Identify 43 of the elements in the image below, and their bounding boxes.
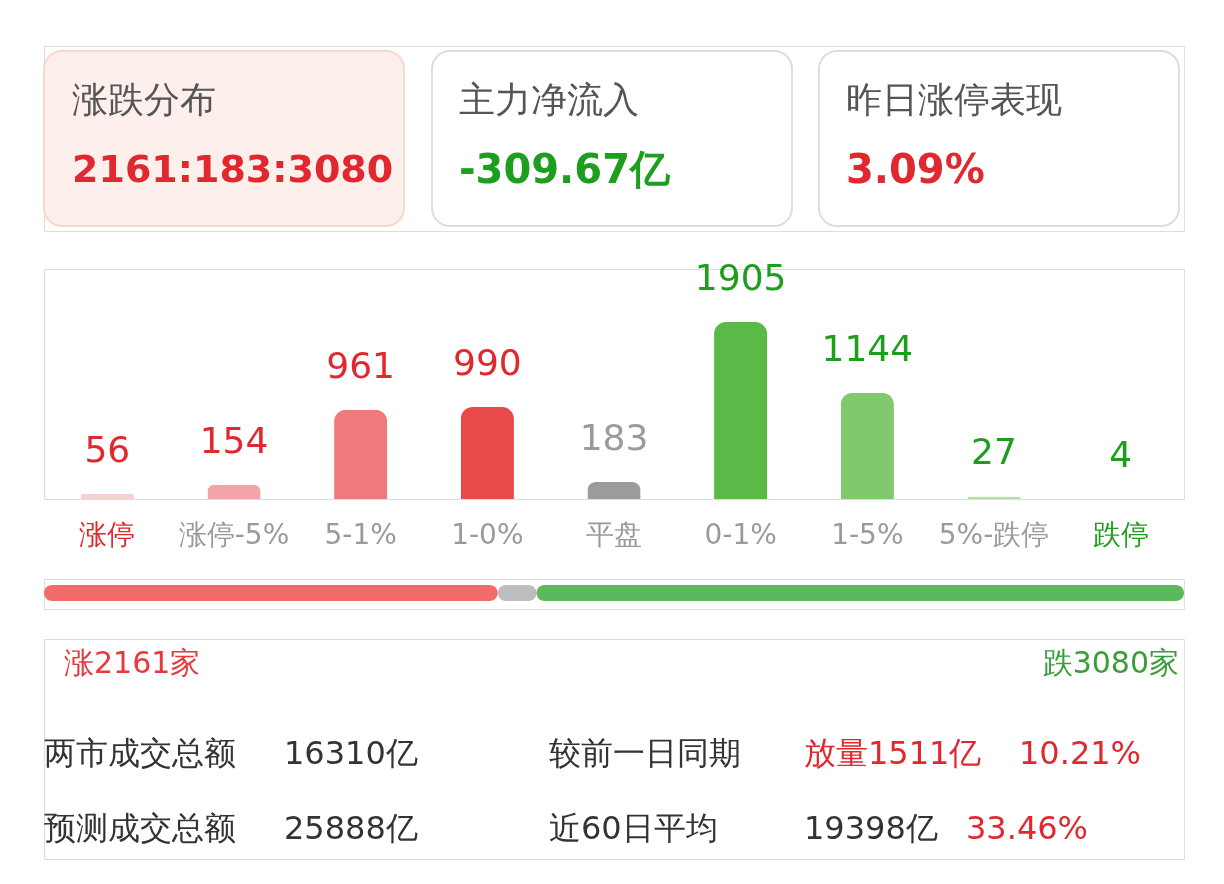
x-tick-label: 5-1% [324,517,397,551]
bar [714,322,768,499]
text: 较前一日同期 [549,734,741,772]
text: 10.21% [1019,734,1142,772]
bar [460,407,514,499]
data-label: 154 [199,419,269,461]
bar [587,482,641,499]
text: 19398亿 [804,809,938,847]
x-tick-label: 1-5% [831,517,904,551]
text: 涨跌分布 [72,79,216,120]
data-label: 990 [452,342,522,384]
bar [334,409,388,499]
x-tick-label: 平盘 [586,517,642,551]
x-tick-label: 涨停 [79,517,136,551]
text: 跌3080家 [1042,645,1179,680]
text: 16310亿 [284,734,418,772]
text: 2161:183:3080 [72,147,394,191]
text: 预测成交总额 [44,809,236,847]
text: 近60日平均 [549,809,718,847]
text: 3.09% [846,146,985,192]
text: 两市成交总额 [44,734,236,772]
text: 33.46% [966,809,1089,847]
data-label: 961 [326,344,396,386]
text: -309.67亿 [459,146,671,192]
text: 涨2161家 [64,645,201,680]
bar [80,493,134,499]
text: 主力净流入 [459,79,639,120]
bar [207,484,261,499]
bar [840,392,894,499]
text: 25888亿 [284,809,418,847]
data-label: 27 [971,431,1017,473]
text: 昨日涨停表现 [846,79,1062,120]
text: 放量1511亿 [804,734,982,772]
data-label: 183 [579,417,649,458]
data-label: 1905 [694,257,787,299]
data-label: 56 [84,428,131,470]
x-tick-label: 跌停 [1092,517,1149,551]
x-tick-label: 0-1% [704,517,777,551]
x-tick-label: 涨停-5% [178,517,290,551]
x-tick-label: 5%-跌停 [938,517,1050,551]
x-tick-label: 1-0% [451,517,524,551]
data-label: 1144 [821,327,914,369]
data-label: 4 [1109,433,1133,475]
